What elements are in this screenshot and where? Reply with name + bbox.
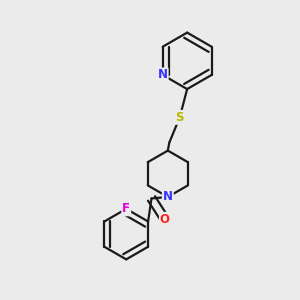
- Text: F: F: [122, 202, 130, 215]
- Text: O: O: [160, 213, 170, 226]
- Text: S: S: [176, 111, 184, 124]
- Text: N: N: [163, 190, 173, 203]
- Text: N: N: [158, 68, 168, 82]
